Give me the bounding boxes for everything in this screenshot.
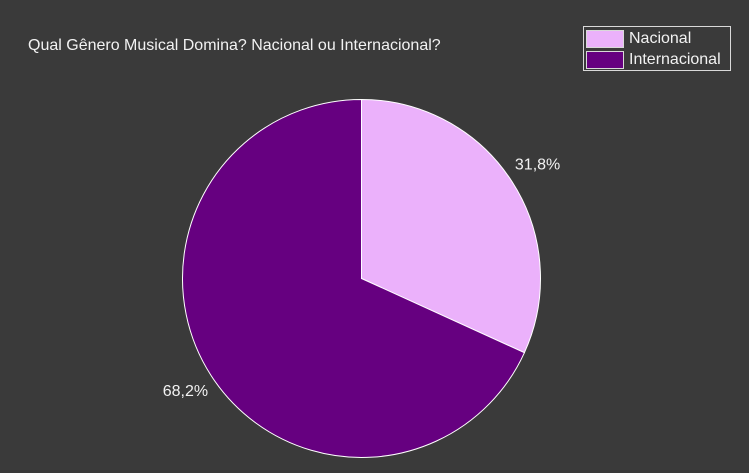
legend-item-nacional: Nacional: [586, 29, 691, 49]
legend-label-internacional: Internacional: [629, 51, 721, 68]
legend-swatch-nacional: [586, 30, 624, 48]
pie-slice-labels: 31,8% 68,2%: [163, 156, 561, 400]
chart-title: Qual Gênero Musical Domina? Nacional ou …: [28, 37, 441, 54]
legend-label-nacional: Nacional: [629, 30, 692, 47]
slice-label-internacional: 68,2%: [163, 383, 208, 400]
chart-legend: Nacional Internacional: [583, 26, 731, 71]
pie-slices: [182, 98, 541, 458]
slice-label-nacional: 31,8%: [515, 156, 560, 173]
pie-slice-nacional: [361, 98, 541, 354]
legend-swatch-internacional: [586, 51, 624, 69]
pie-slice-internacional: [182, 98, 526, 458]
legend-item-internacional: Internacional: [586, 50, 721, 70]
